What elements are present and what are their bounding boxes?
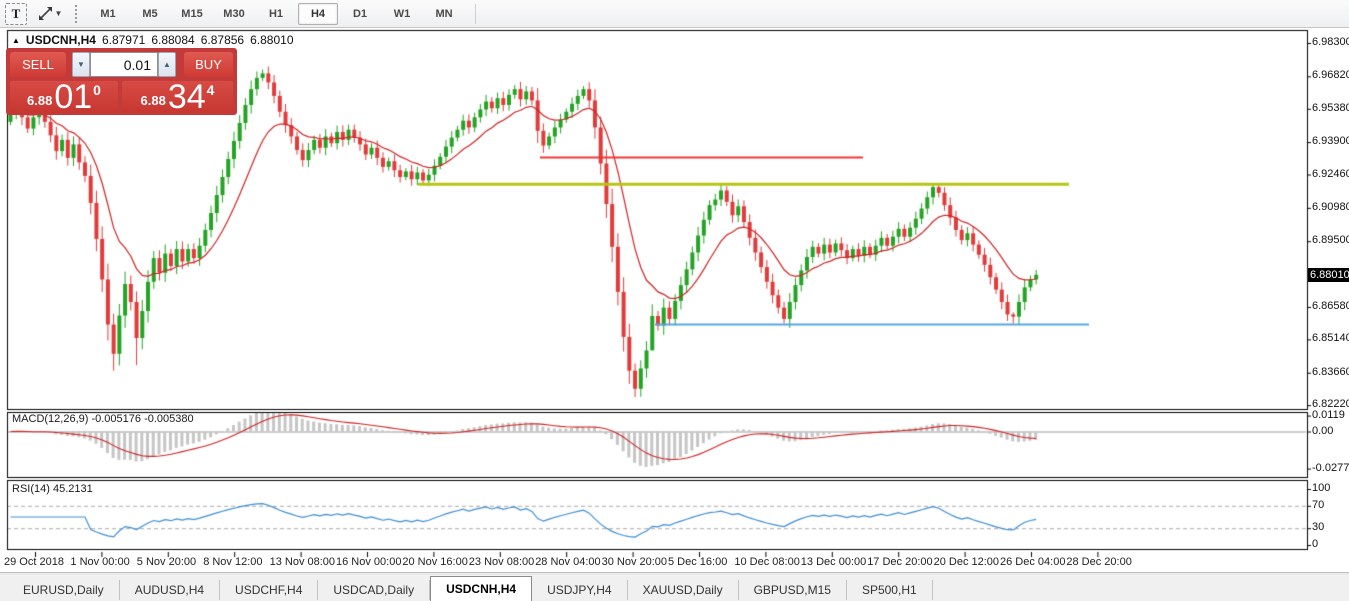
chart-tab-bar: EURUSD,Daily AUDUSD,H4 USDCHF,H4 USDCAD,Dai… bbox=[0, 575, 1349, 601]
time-axis-label: 17 Dec 20:00 bbox=[867, 556, 933, 568]
time-axis-label: 1 Nov 00:00 bbox=[70, 556, 130, 568]
chart-tab-sp500-h1[interactable]: SP500,H1 bbox=[847, 580, 933, 600]
rsi-indicator-label: RSI(14) 45.2131 bbox=[12, 483, 93, 495]
time-axis-label: 20 Nov 16:00 bbox=[402, 556, 468, 568]
price-axis-label: 6.95380 bbox=[1312, 101, 1349, 114]
rsi-axis-label: 100 bbox=[1312, 482, 1331, 494]
chart-tab-usdcnh-h4[interactable]: USDCNH,H4 bbox=[430, 576, 533, 601]
diagonal-arrows-icon bbox=[38, 6, 53, 21]
price-axis-label: 6.93900 bbox=[1312, 135, 1349, 148]
price-axis-label: 6.83660 bbox=[1312, 365, 1349, 378]
price-axis-label: 6.89500 bbox=[1312, 234, 1349, 247]
timeframe-button-m15[interactable]: M15 bbox=[181, 7, 203, 20]
volume-decrease-button[interactable]: ▼ bbox=[72, 52, 90, 77]
price-axis-label: 6.85140 bbox=[1312, 332, 1349, 345]
sell-button[interactable]: SELL bbox=[10, 52, 66, 77]
timeframe-button-m30[interactable]: M30 bbox=[223, 7, 245, 20]
sell-price-display[interactable]: 6.88 01 0 bbox=[10, 78, 118, 116]
chart-tab-usdchf-h4[interactable]: USDCHF,H4 bbox=[220, 580, 319, 600]
buy-price-main: 34 bbox=[167, 78, 206, 116]
time-axis-label: 30 Nov 20:00 bbox=[601, 556, 668, 568]
price-axis-label: 6.86580 bbox=[1312, 299, 1349, 312]
timeframe-button-m5[interactable]: M5 bbox=[142, 7, 158, 20]
chart-canvas[interactable] bbox=[0, 28, 1349, 572]
crosshair-tool-button[interactable]: ▼ bbox=[35, 4, 65, 24]
macd-axis-label: 0.0119 bbox=[1312, 408, 1345, 421]
time-axis-label: 13 Nov 08:00 bbox=[269, 556, 336, 568]
timeframe-button-w1[interactable]: W1 bbox=[393, 7, 411, 20]
symbol-period-label: USDCNH,H4 bbox=[25, 33, 96, 47]
price-axis-label: 6.82220 bbox=[1312, 398, 1349, 411]
volume-increase-button[interactable]: ▲ bbox=[158, 52, 176, 77]
price-axis-label: 6.90980 bbox=[1312, 200, 1349, 213]
time-axis-label: 10 Dec 08:00 bbox=[734, 556, 800, 568]
current-price-tag: 6.88010 bbox=[1308, 267, 1349, 282]
timeframe-button-group: M1 M5 M15 M30 H1 H4 D1 W1 MN bbox=[87, 2, 465, 25]
toolbar-separator bbox=[475, 3, 476, 24]
rsi-axis-label: 70 bbox=[1312, 498, 1325, 511]
rsi-axis-label: 0 bbox=[1312, 538, 1319, 550]
buy-price-display[interactable]: 6.88 34 4 bbox=[122, 78, 233, 116]
price-axis-label: 6.96820 bbox=[1312, 69, 1349, 82]
toolbar-grip[interactable] bbox=[75, 4, 78, 23]
time-axis-label: 28 Dec 20:00 bbox=[1066, 556, 1132, 568]
time-axis-label: 13 Dec 00:00 bbox=[800, 556, 867, 568]
price-axis-label: 6.92460 bbox=[1312, 167, 1349, 180]
macd-axis-label: -0.027754 bbox=[1312, 461, 1349, 474]
ohlc-high: 6.88084 bbox=[151, 33, 195, 47]
time-axis-label: 23 Nov 08:00 bbox=[468, 556, 535, 568]
ohlc-close: 6.88010 bbox=[250, 33, 294, 47]
chart-tab-usdjpy-h4[interactable]: USDJPY,H4 bbox=[532, 580, 628, 600]
buy-price-prefix: 6.88 bbox=[140, 93, 166, 108]
one-click-trade-panel: SELL ▼ ▲ BUY 6.88 01 0 6.88 34 4 bbox=[6, 48, 237, 115]
time-axis-label: 29 Oct 2018 bbox=[4, 556, 64, 568]
chart-tab-usdcad-daily[interactable]: USDCAD,Daily bbox=[318, 580, 431, 600]
time-axis-label: 8 Nov 12:00 bbox=[203, 556, 263, 568]
buy-button[interactable]: BUY bbox=[184, 52, 233, 77]
time-axis-label: 16 Nov 00:00 bbox=[336, 556, 402, 568]
price-axis-label: 6.98300 bbox=[1312, 36, 1349, 48]
sell-price-main: 01 bbox=[54, 78, 93, 116]
time-axis-label: 5 Dec 16:00 bbox=[668, 556, 728, 568]
text-tool-button[interactable]: T bbox=[5, 2, 27, 25]
timeframe-button-m1[interactable]: M1 bbox=[100, 7, 116, 20]
time-axis-label: 20 Dec 12:00 bbox=[933, 556, 1000, 568]
time-axis-label: 5 Nov 20:00 bbox=[136, 556, 197, 568]
time-axis-label: 28 Nov 04:00 bbox=[535, 556, 601, 568]
timeframe-button-mn[interactable]: MN bbox=[435, 7, 453, 20]
chart-tab-gbpusd-m15[interactable]: GBPUSD,M15 bbox=[739, 580, 847, 600]
timeframe-button-h4[interactable]: H4 bbox=[298, 2, 338, 25]
collapse-triangle-icon: ▲ bbox=[12, 35, 20, 45]
volume-input[interactable] bbox=[90, 52, 158, 77]
macd-indicator-label: MACD(12,26,9) -0.005176 -0.005380 bbox=[12, 413, 194, 425]
timeframe-button-h1[interactable]: H1 bbox=[268, 7, 284, 20]
buy-price-pip: 4 bbox=[206, 82, 215, 98]
rsi-axis-label: 30 bbox=[1312, 521, 1325, 534]
ohlc-open: 6.87971 bbox=[101, 33, 146, 47]
chevron-down-icon: ▼ bbox=[54, 9, 63, 18]
chart-title: ▲ USDCNH,H4 6.87971 6.88084 6.87856 6.88… bbox=[12, 33, 294, 47]
top-toolbar: T ▼ M1 M5 M15 M30 H1 H4 D1 W1 MN bbox=[0, 0, 1349, 28]
chart-tab-xauusd-daily[interactable]: XAUUSD,Daily bbox=[628, 580, 739, 600]
sell-price-pip: 0 bbox=[93, 82, 101, 98]
chart-tab-eurusd-daily[interactable]: EURUSD,Daily bbox=[8, 580, 120, 600]
sell-price-prefix: 6.88 bbox=[27, 93, 53, 108]
timeframe-button-d1[interactable]: D1 bbox=[352, 7, 368, 20]
ohlc-low: 6.87856 bbox=[200, 33, 245, 47]
macd-axis-label: 0.00 bbox=[1312, 424, 1334, 437]
chart-tab-audusd-h4[interactable]: AUDUSD,H4 bbox=[120, 580, 221, 600]
tabbar-divider bbox=[0, 572, 1349, 576]
time-axis-label: 26 Dec 04:00 bbox=[1000, 556, 1066, 568]
